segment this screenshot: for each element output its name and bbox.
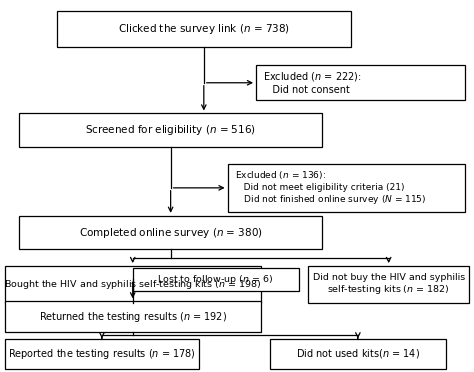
Text: Excluded ($n$ = 222):
   Did not consent: Excluded ($n$ = 222): Did not consent xyxy=(263,70,362,95)
Text: Reported the testing results ($n$ = 178): Reported the testing results ($n$ = 178) xyxy=(8,347,196,361)
FancyBboxPatch shape xyxy=(19,216,322,249)
FancyBboxPatch shape xyxy=(19,113,322,147)
FancyBboxPatch shape xyxy=(256,65,465,100)
Text: Completed online survey ($n$ = 380): Completed online survey ($n$ = 380) xyxy=(79,225,263,240)
Text: Excluded ($n$ = 136):
   Did not meet eligibility criteria (21)
   Did not finis: Excluded ($n$ = 136): Did not meet eligi… xyxy=(235,169,426,206)
FancyBboxPatch shape xyxy=(270,339,446,369)
Text: Screened for eligibility ($n$ = 516): Screened for eligibility ($n$ = 516) xyxy=(85,123,256,137)
FancyBboxPatch shape xyxy=(228,164,465,212)
Text: Did not buy the HIV and syphilis
self-testing kits ($n$ = 182): Did not buy the HIV and syphilis self-te… xyxy=(312,273,465,296)
FancyBboxPatch shape xyxy=(133,268,299,291)
Text: Clicked the survey link ($n$ = 738): Clicked the survey link ($n$ = 738) xyxy=(118,22,290,36)
FancyBboxPatch shape xyxy=(5,266,261,303)
Text: Returned the testing results ($n$ = 192): Returned the testing results ($n$ = 192) xyxy=(39,310,227,324)
Text: Did not used kits($n$ = 14): Did not used kits($n$ = 14) xyxy=(296,347,420,360)
FancyBboxPatch shape xyxy=(308,266,469,303)
Text: Lost to follow-up ($n$ = 6): Lost to follow-up ($n$ = 6) xyxy=(157,273,274,286)
FancyBboxPatch shape xyxy=(5,339,199,369)
FancyBboxPatch shape xyxy=(5,301,261,332)
FancyBboxPatch shape xyxy=(57,11,351,46)
Text: Bought the HIV and syphilis self-testing kits ($n$ = 198): Bought the HIV and syphilis self-testing… xyxy=(4,278,262,291)
